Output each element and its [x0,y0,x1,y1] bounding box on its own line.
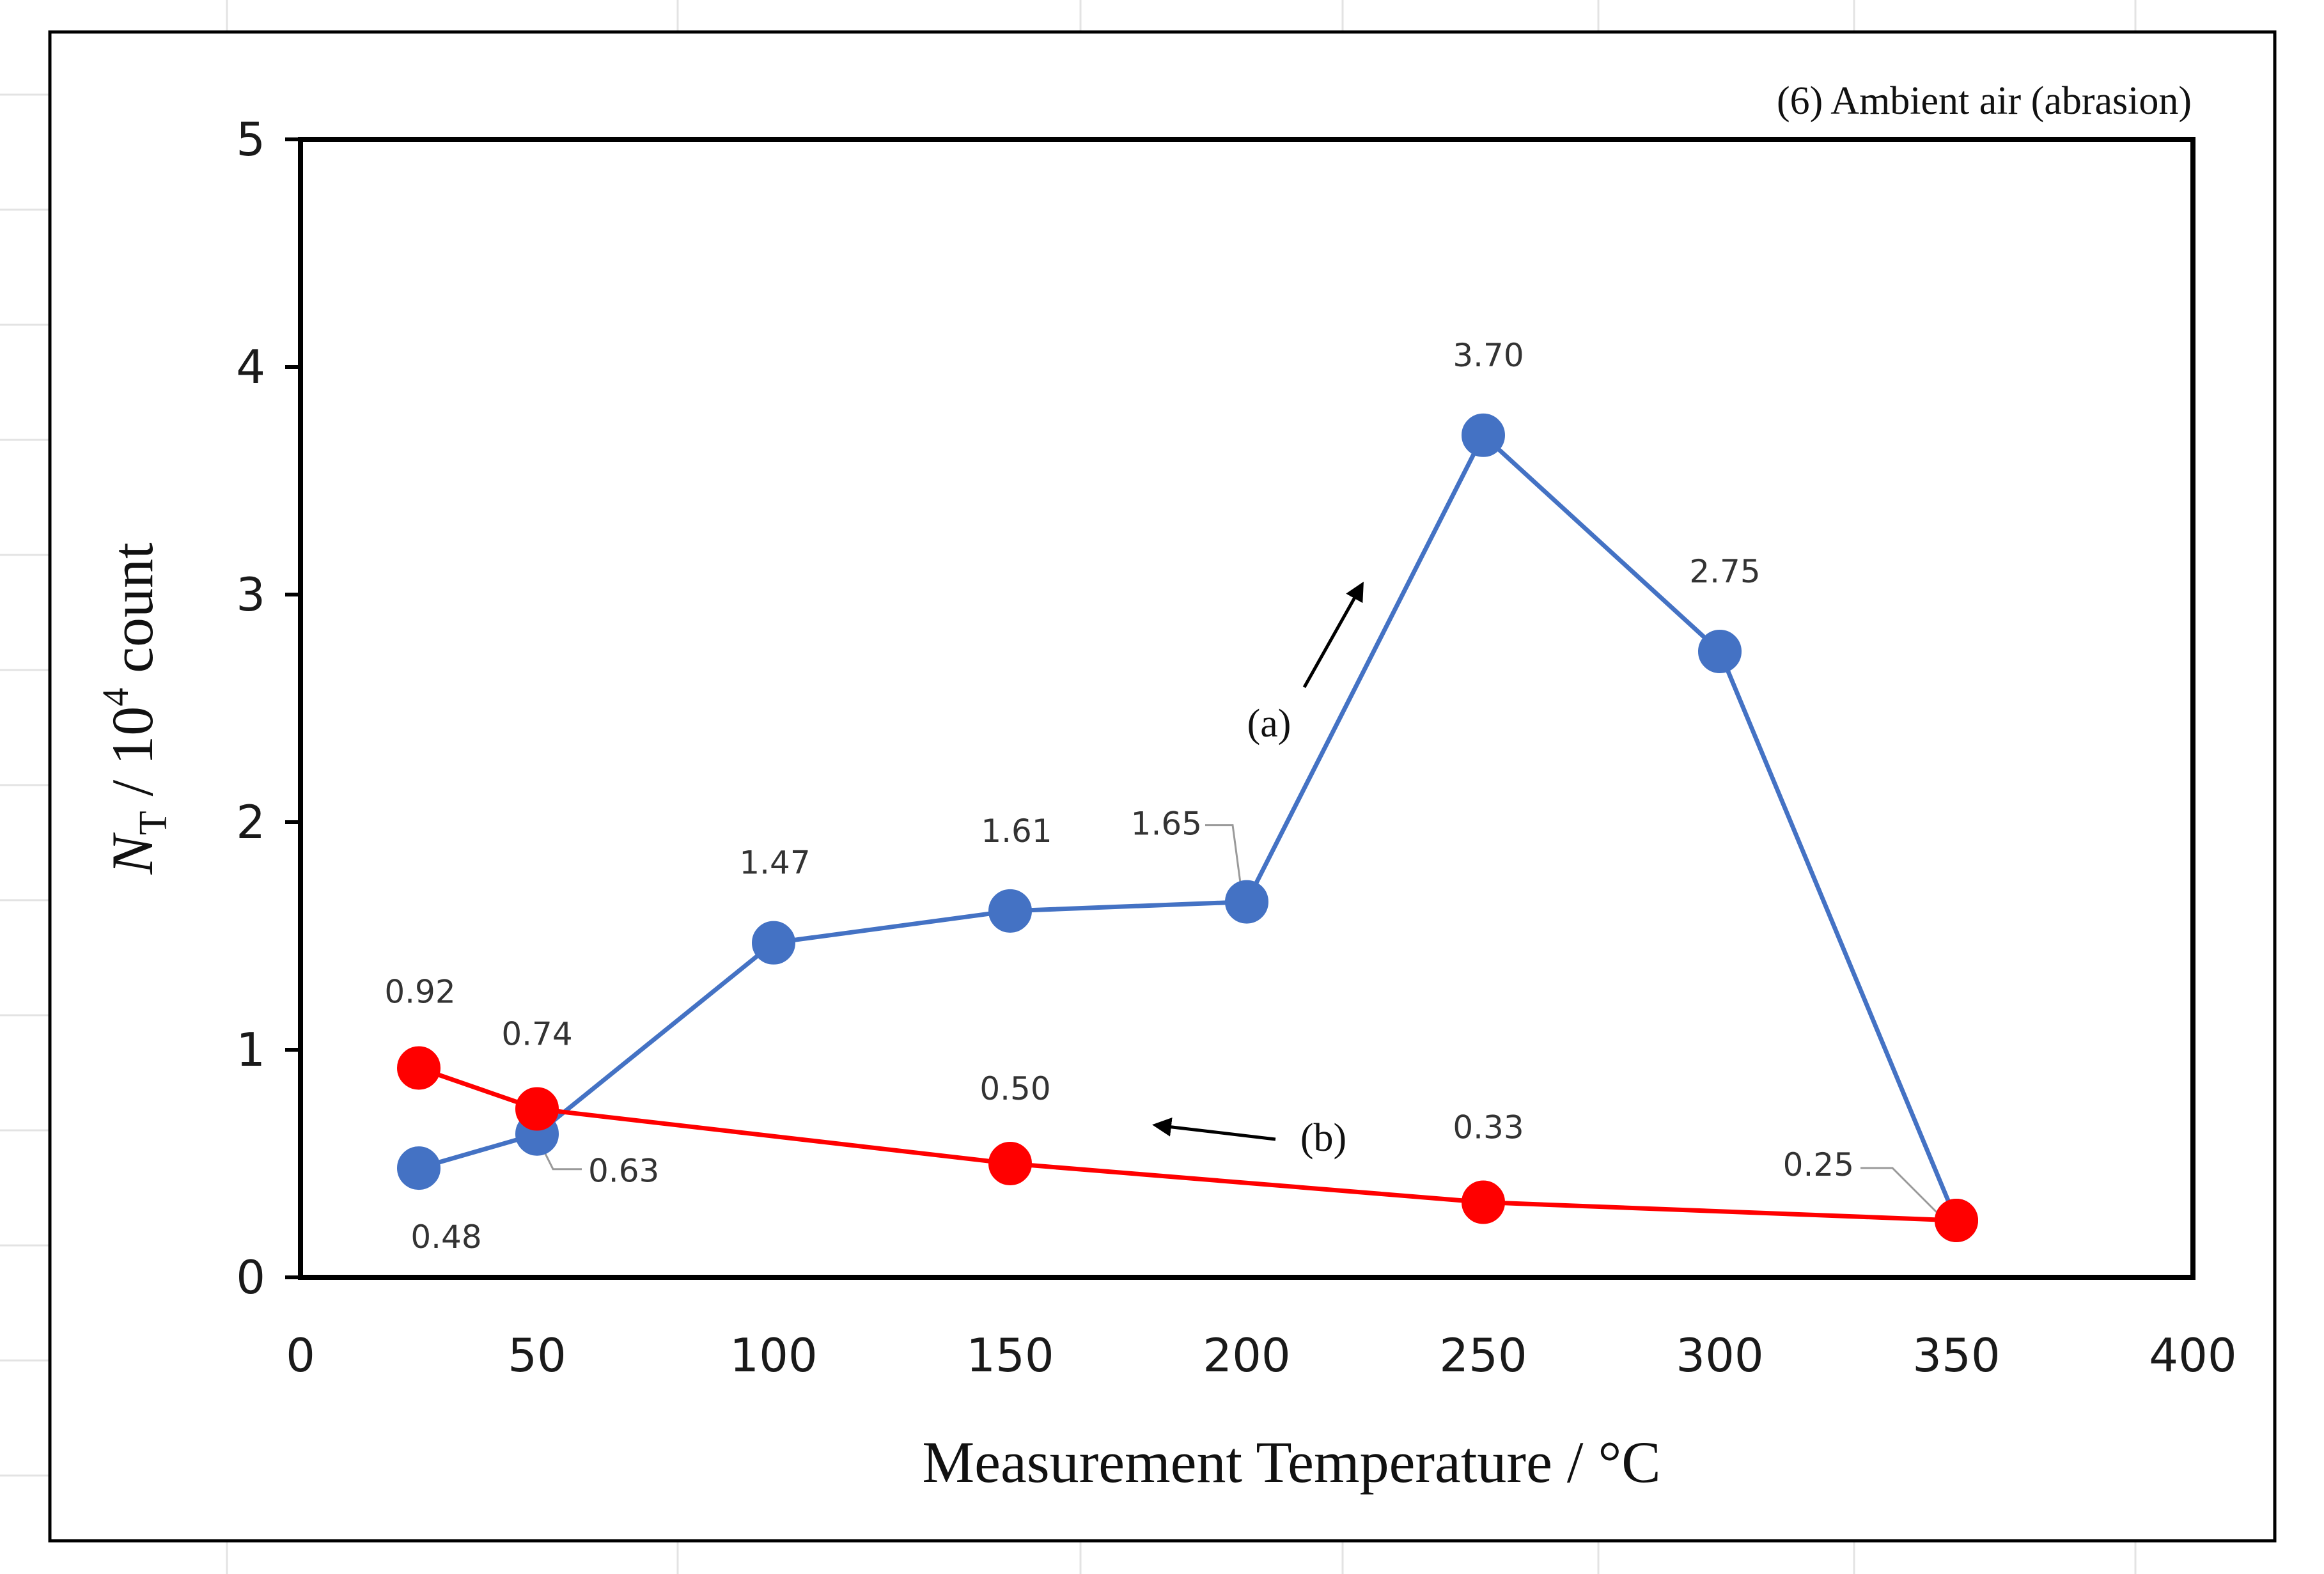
x-tick-label: 50 [508,1329,566,1382]
y-axis-text: / 10 [100,706,165,811]
background-gridlines [0,0,2137,1574]
x-tick-label: 250 [1439,1329,1527,1382]
data-point [988,889,1032,933]
y-tick-label: 3 [236,568,265,621]
y-axis-symbol: N [100,832,165,875]
data-label: 0.48 [410,1219,481,1256]
x-tick-label: 0 [286,1329,315,1382]
x-tick-label: 300 [1676,1329,1763,1382]
annotation-a-label: (a) [1247,702,1291,745]
y-tick-label: 1 [236,1023,265,1077]
y-tick-label: 5 [236,113,265,166]
y-axis: 0 1 2 3 4 5 [236,113,300,1304]
series-markers [397,413,1978,1242]
annotation-b-label: (b) [1300,1116,1346,1160]
y-axis-unit: count [100,542,165,688]
data-labels: 0.48 0.63 1.47 1.61 1.65 3.70 2.75 0.92 0.74 0.50… [384,337,1854,1256]
data-label: 0.63 [588,1153,659,1190]
leader-line [542,1149,582,1171]
leader-line [1860,1167,1940,1215]
plot-area [298,137,2195,1280]
x-tick-label: 100 [729,1329,817,1382]
data-label: 0.25 [1783,1146,1854,1183]
y-tick-label: 2 [236,795,265,849]
y-axis-subscript: T [132,811,175,835]
data-point [988,1142,1032,1185]
data-point [752,921,795,965]
x-axis: 0 50 100 150 200 250 300 350 400 [286,1329,2237,1382]
x-tick-label: 200 [1203,1329,1290,1382]
x-tick-label: 150 [966,1329,1054,1382]
y-tick-label: 0 [236,1251,265,1304]
data-point [1462,1180,1505,1224]
x-axis-title: Measurement Temperature / °C [922,1430,1660,1495]
leader-line [1205,824,1242,883]
x-tick-label: 350 [1912,1329,2000,1382]
data-point [1225,880,1268,924]
annotation-b-arrow [1152,1117,1276,1141]
data-point [515,1087,559,1131]
data-point [397,1046,441,1090]
data-point [1462,413,1505,457]
data-label: 0.92 [384,973,455,1010]
data-label: 1.65 [1131,806,1202,843]
y-tick-label: 4 [236,340,265,394]
data-label: 1.47 [739,845,810,882]
y-axis-title: NT / 104 count [95,542,175,875]
data-label: 0.50 [979,1070,1050,1107]
data-point [397,1146,441,1190]
data-label: 3.70 [1453,337,1524,374]
y-axis-superscript: 4 [95,688,136,706]
data-point [1935,1199,1978,1242]
x-tick-label: 400 [2149,1329,2236,1382]
data-label: 2.75 [1689,553,1760,590]
data-label: 0.74 [501,1016,572,1053]
data-label: 1.61 [981,813,1052,850]
data-point [1698,630,1742,673]
annotation-a-arrow [1302,581,1364,689]
series-line-a [418,433,1959,1222]
label-leader-lines [542,824,1940,1215]
data-label: 0.33 [1453,1109,1524,1146]
chart-title: (6) Ambient air (abrasion) [1777,79,2192,123]
